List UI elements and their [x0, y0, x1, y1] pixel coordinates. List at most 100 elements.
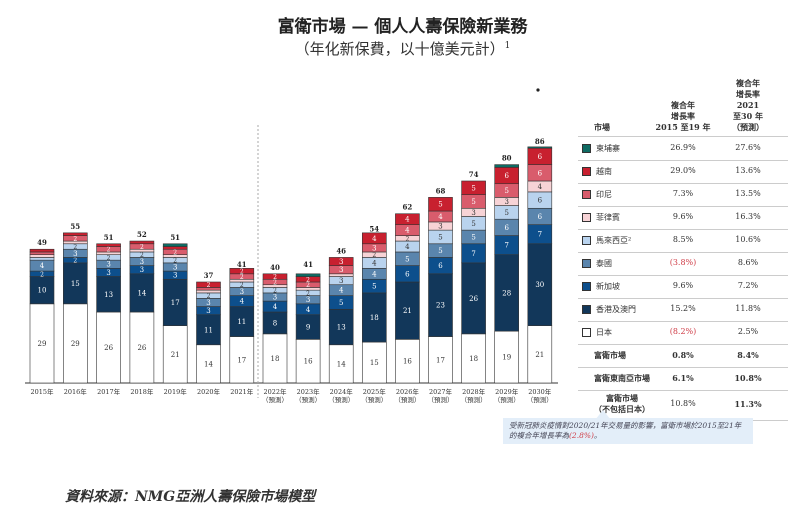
segment-label: 2: [107, 247, 111, 254]
legend-swatch: [582, 328, 591, 337]
forecast-label: （預測）: [428, 395, 454, 404]
segment-label: 3: [339, 258, 343, 266]
segment-label: 2: [372, 252, 376, 259]
segment-label: 10: [38, 287, 47, 295]
cagr-2015-19: 7.3%: [672, 189, 694, 198]
bar-segment: [162, 325, 188, 384]
market-label: 泰國: [596, 259, 612, 268]
bar-segment: [428, 336, 453, 384]
bar-segment: [129, 273, 155, 313]
segment-label: 3: [106, 261, 110, 269]
table-row: 柬埔寨 26.9% 27.6%: [578, 137, 788, 161]
bar-segment: [96, 311, 121, 384]
x-tick-label: 2020年: [197, 387, 221, 396]
segment-label: 13: [337, 324, 346, 332]
bar-segment: [262, 273, 288, 280]
forecast-label: （預測）: [494, 395, 520, 404]
segment-label: 3: [471, 209, 475, 217]
bar-segment: [295, 314, 321, 340]
total-label: 68: [436, 186, 446, 195]
x-tick-label: 2022年: [263, 387, 287, 396]
segment-label: 5: [504, 209, 508, 217]
x-tick-label: 2017年: [97, 387, 121, 396]
bar-segment: [196, 289, 221, 294]
segment-label: 5: [504, 187, 508, 195]
bar-segment: [196, 344, 221, 384]
header-col2-line: 至30 年: [733, 111, 763, 121]
marker-dot: [536, 88, 540, 92]
segment-label: 4: [372, 235, 377, 243]
segment-label: 2: [273, 288, 277, 295]
bar-segment: [62, 262, 88, 305]
total-label: 41: [237, 260, 247, 269]
segment-label: 7: [471, 250, 475, 258]
segment-label: 21: [403, 307, 412, 315]
x-tick-label: 2021年: [230, 387, 254, 396]
segment-label: 2: [306, 290, 310, 297]
cagr-2021-30: 8.4%: [737, 350, 759, 360]
table-row: 日本 (8.2%) 2.5%: [578, 321, 788, 345]
bar-segment: [162, 246, 188, 250]
bar-segment: [295, 339, 321, 384]
cagr-2015-19: 10.8%: [670, 399, 696, 408]
legend-swatch: [582, 190, 591, 199]
cagr-2021-30: 8.6%: [737, 258, 759, 267]
segment-label: 6: [504, 172, 509, 180]
segment-label: 4: [405, 227, 410, 235]
bar-segment: [527, 146, 553, 149]
market-label: 柬埔寨: [596, 144, 620, 153]
forecast-label: （預測）: [295, 395, 321, 404]
segment-label: 3: [372, 244, 376, 252]
segment-label: 16: [403, 358, 412, 366]
legend-swatch: [582, 259, 591, 268]
segment-label: 18: [469, 355, 478, 363]
segment-label: 5: [438, 233, 442, 241]
market-label: 日本: [596, 328, 612, 337]
source-note: 資料來源：NMG亞洲人壽保險市場模型: [65, 489, 316, 505]
header-col1-line: 複合年: [671, 100, 695, 110]
total-label: 86: [535, 137, 545, 146]
bar-segment: [527, 325, 553, 384]
total-label: 40: [270, 263, 280, 272]
segment-label: 3: [504, 198, 508, 206]
segment-label: 2: [306, 282, 310, 289]
segment-label: 21: [171, 351, 180, 359]
segment-label: 23: [436, 302, 445, 310]
x-tick-label: 2019年: [164, 387, 188, 396]
segment-label: 4: [306, 306, 311, 314]
total-label-text: 富衛市場: [606, 393, 638, 403]
segment-label: 26: [469, 295, 478, 303]
segment-label: 5: [405, 255, 409, 263]
header-divider: [578, 136, 788, 137]
segment-label: 4: [438, 213, 443, 221]
bar-segment: [328, 257, 354, 266]
segment-label: 2: [240, 269, 244, 276]
bar-segment: [494, 330, 520, 384]
segment-label: 6: [438, 262, 443, 270]
cagr-2021-30: 13.6%: [735, 166, 761, 175]
total-label: 49: [37, 238, 47, 247]
legend-swatch: [582, 236, 591, 245]
bar-segment: [229, 336, 255, 384]
x-tick-label: 2029年: [495, 387, 519, 396]
segment-label: 2: [240, 282, 244, 289]
header-col2-line: 2021: [736, 100, 760, 110]
x-tick-label: 2026年: [396, 387, 420, 396]
bar-segment: [29, 248, 55, 253]
segment-label: 2: [207, 293, 211, 300]
total-label: 52: [137, 230, 147, 239]
segment-label: 2: [73, 244, 77, 251]
segment-label: 3: [339, 277, 343, 285]
x-tick-label: 2030年: [528, 387, 552, 396]
total-label: 富衛市場 （不包括日本）: [594, 393, 650, 415]
bar-segment: [395, 281, 420, 340]
bar-segment: [162, 243, 188, 247]
segment-label: 6: [538, 153, 543, 161]
segment-label: 4: [538, 183, 543, 191]
segment-label: 2: [73, 258, 77, 265]
bar-segment: [527, 243, 553, 326]
subtitle-text: （年化新保費，以十億美元計）: [294, 40, 505, 58]
bar-segment: [295, 273, 321, 277]
total-row: 富衛東南亞市場 6.1% 10.8%: [578, 367, 788, 391]
